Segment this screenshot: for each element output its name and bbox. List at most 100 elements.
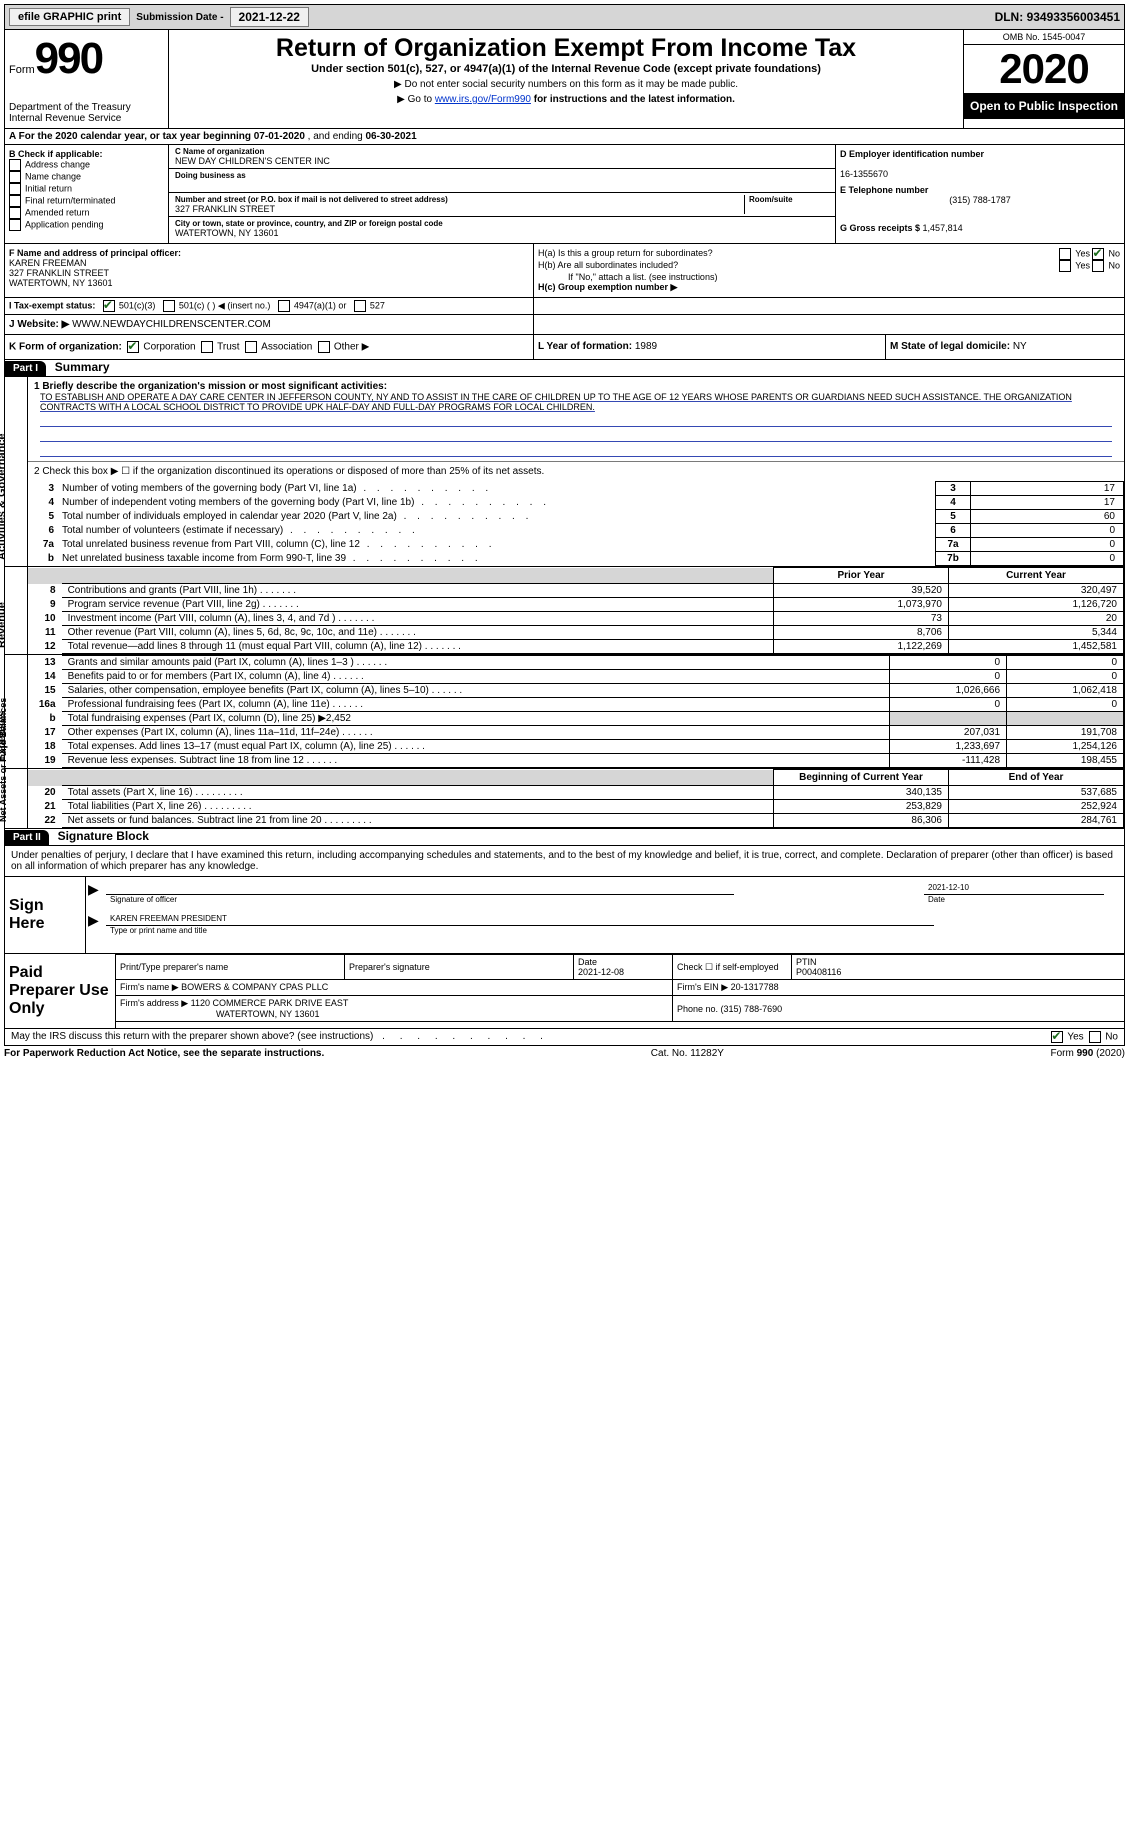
officer-name: KAREN FREEMAN bbox=[9, 258, 87, 268]
gross-label: G Gross receipts $ bbox=[840, 223, 923, 233]
expenses-table: 13Grants and similar amounts paid (Part … bbox=[28, 655, 1124, 768]
cb-amended[interactable] bbox=[9, 207, 21, 219]
cb-discuss-no[interactable] bbox=[1089, 1031, 1101, 1043]
footer-mid: Cat. No. 11282Y bbox=[324, 1048, 1050, 1059]
pp-h3: Date bbox=[578, 957, 597, 967]
box-c: C Name of organization NEW DAY CHILDREN'… bbox=[169, 145, 836, 243]
cb-other[interactable] bbox=[318, 341, 330, 353]
firm-addr1: 1120 COMMERCE PARK DRIVE EAST bbox=[191, 998, 349, 1008]
revenue-table: Prior YearCurrent Year 8Contributions an… bbox=[28, 567, 1124, 654]
pp-h5: PTIN bbox=[796, 957, 817, 967]
part1-title: Summary bbox=[49, 358, 116, 376]
part2-tag: Part II bbox=[5, 830, 49, 845]
form-header: Form990 Department of the Treasury Inter… bbox=[4, 30, 1125, 129]
cb-4947[interactable] bbox=[278, 300, 290, 312]
table-row: 18Total expenses. Add lines 13–17 (must … bbox=[28, 740, 1124, 754]
cb-app-pending[interactable] bbox=[9, 219, 21, 231]
table-row: 15Salaries, other compensation, employee… bbox=[28, 684, 1124, 698]
footer-right: Form 990 (2020) bbox=[1051, 1048, 1125, 1059]
box-b-title: B Check if applicable: bbox=[9, 149, 164, 159]
page-footer: For Paperwork Reduction Act Notice, see … bbox=[4, 1046, 1125, 1061]
officer-signature-label: Signature of officer bbox=[106, 895, 924, 904]
table-row: 9Program service revenue (Part VIII, lin… bbox=[28, 598, 1124, 612]
cb-ha-yes[interactable] bbox=[1059, 248, 1071, 260]
sign-here-label: Sign Here bbox=[5, 877, 86, 953]
part1-revenue: Revenue Prior YearCurrent Year 8Contribu… bbox=[4, 567, 1125, 655]
entity-info: B Check if applicable: Address change Na… bbox=[4, 145, 1125, 244]
table-row: 6Total number of volunteers (estimate if… bbox=[28, 524, 1124, 538]
line2: 2 Check this box ▶ ☐ if the organization… bbox=[28, 462, 1124, 481]
cb-hb-yes[interactable] bbox=[1059, 260, 1071, 272]
mission-text: TO ESTABLISH AND OPERATE A DAY CARE CENT… bbox=[34, 392, 1118, 412]
org-name-label: C Name of organization bbox=[175, 147, 829, 156]
pp-date: 2021-12-08 bbox=[578, 967, 624, 977]
cb-initial-return[interactable] bbox=[9, 183, 21, 195]
org-name: NEW DAY CHILDREN'S CENTER INC bbox=[175, 156, 829, 166]
table-row: bNet unrelated business taxable income f… bbox=[28, 552, 1124, 566]
table-row: 20Total assets (Part X, line 16) . . . .… bbox=[28, 786, 1124, 800]
topbar: efile GRAPHIC print Submission Date - 20… bbox=[4, 4, 1125, 30]
officer-signature-line[interactable] bbox=[106, 881, 734, 895]
footer-left: For Paperwork Reduction Act Notice, see … bbox=[4, 1048, 324, 1059]
part1-tag: Part I bbox=[5, 361, 46, 376]
sign-arrow-1: ▶ bbox=[86, 881, 106, 904]
sign-here: Sign Here ▶ Signature of officer 2021-12… bbox=[4, 877, 1125, 954]
submission-date: 2021-12-22 bbox=[230, 7, 309, 27]
cb-501c[interactable] bbox=[163, 300, 175, 312]
efile-button[interactable]: efile GRAPHIC print bbox=[9, 8, 130, 26]
cb-ha-no[interactable] bbox=[1092, 248, 1104, 260]
dln: DLN: 93493356003451 bbox=[995, 10, 1120, 24]
firm-ein: 20-1317788 bbox=[731, 982, 779, 992]
ssn-note: ▶ Do not enter social security numbers o… bbox=[177, 79, 955, 90]
form-title: Return of Organization Exempt From Incom… bbox=[177, 34, 955, 63]
part1-netassets: Net Assets or Fund Balances Beginning of… bbox=[4, 769, 1125, 829]
eoy-hdr: End of Year bbox=[949, 770, 1124, 786]
cb-527[interactable] bbox=[354, 300, 366, 312]
cb-assoc[interactable] bbox=[245, 341, 257, 353]
tel-label: E Telephone number bbox=[840, 185, 928, 195]
part2-bar: Part II Signature Block bbox=[4, 829, 1125, 846]
part1-bar: Part I Summary bbox=[4, 360, 1125, 377]
h-b-label: H(b) Are all subordinates included? bbox=[538, 260, 1010, 272]
firm-ein-label: Firm's EIN ▶ bbox=[677, 982, 731, 992]
domicile-label: M State of legal domicile: bbox=[890, 341, 1013, 352]
city-label: City or town, state or province, country… bbox=[175, 219, 829, 228]
officer-printed-name: KAREN FREEMAN PRESIDENT bbox=[106, 912, 934, 926]
irs-link[interactable]: www.irs.gov/Form990 bbox=[435, 94, 531, 105]
year-formation: 1989 bbox=[635, 341, 657, 352]
part1-gov: Activities & Governance 1 Briefly descri… bbox=[4, 377, 1125, 567]
sidebar-activities-gov: Activities & Governance bbox=[0, 433, 8, 560]
signature-intro: Under penalties of perjury, I declare th… bbox=[4, 846, 1125, 877]
cb-name-change[interactable] bbox=[9, 171, 21, 183]
tax-year-range: A For the 2020 calendar year, or tax yea… bbox=[4, 129, 1125, 145]
cb-hb-no[interactable] bbox=[1092, 260, 1104, 272]
pp-h2: Preparer's signature bbox=[345, 955, 574, 980]
website-label: J Website: ▶ bbox=[9, 319, 69, 330]
table-row: 21Total liabilities (Part X, line 26) . … bbox=[28, 800, 1124, 814]
tax-exempt-row: I Tax-exempt status: 501(c)(3) 501(c) ( … bbox=[4, 298, 1125, 315]
table-row: 11Other revenue (Part VIII, column (A), … bbox=[28, 626, 1124, 640]
street-value: 327 FRANKLIN STREET bbox=[175, 204, 744, 214]
cb-corp[interactable] bbox=[127, 341, 139, 353]
dba-label: Doing business as bbox=[175, 171, 829, 180]
table-row: 19Revenue less expenses. Subtract line 1… bbox=[28, 754, 1124, 768]
table-row: 13Grants and similar amounts paid (Part … bbox=[28, 656, 1124, 670]
box-h: H(a) Is this a group return for subordin… bbox=[534, 244, 1124, 297]
part1-expenses: Expenses 13Grants and similar amounts pa… bbox=[4, 655, 1125, 769]
domicile: NY bbox=[1013, 341, 1027, 352]
part2-title: Signature Block bbox=[52, 827, 155, 845]
table-row: 14Benefits paid to or for members (Part … bbox=[28, 670, 1124, 684]
paid-label: Paid Preparer Use Only bbox=[5, 954, 116, 1028]
cb-discuss-yes[interactable] bbox=[1051, 1031, 1063, 1043]
cb-final-return[interactable] bbox=[9, 195, 21, 207]
netassets-table: Beginning of Current YearEnd of Year 20T… bbox=[28, 769, 1124, 828]
firm-phone-label: Phone no. bbox=[677, 1004, 721, 1014]
ein-label: D Employer identification number bbox=[840, 149, 984, 159]
cb-trust[interactable] bbox=[201, 341, 213, 353]
paid-preparer: Paid Preparer Use Only Print/Type prepar… bbox=[4, 954, 1125, 1029]
table-row: 3Number of voting members of the governi… bbox=[28, 482, 1124, 496]
prior-year-hdr: Prior Year bbox=[774, 568, 949, 584]
cb-address-change[interactable] bbox=[9, 159, 21, 171]
cb-501c3[interactable] bbox=[103, 300, 115, 312]
website-row: J Website: ▶ WWW.NEWDAYCHILDRENSCENTER.C… bbox=[4, 315, 1125, 335]
